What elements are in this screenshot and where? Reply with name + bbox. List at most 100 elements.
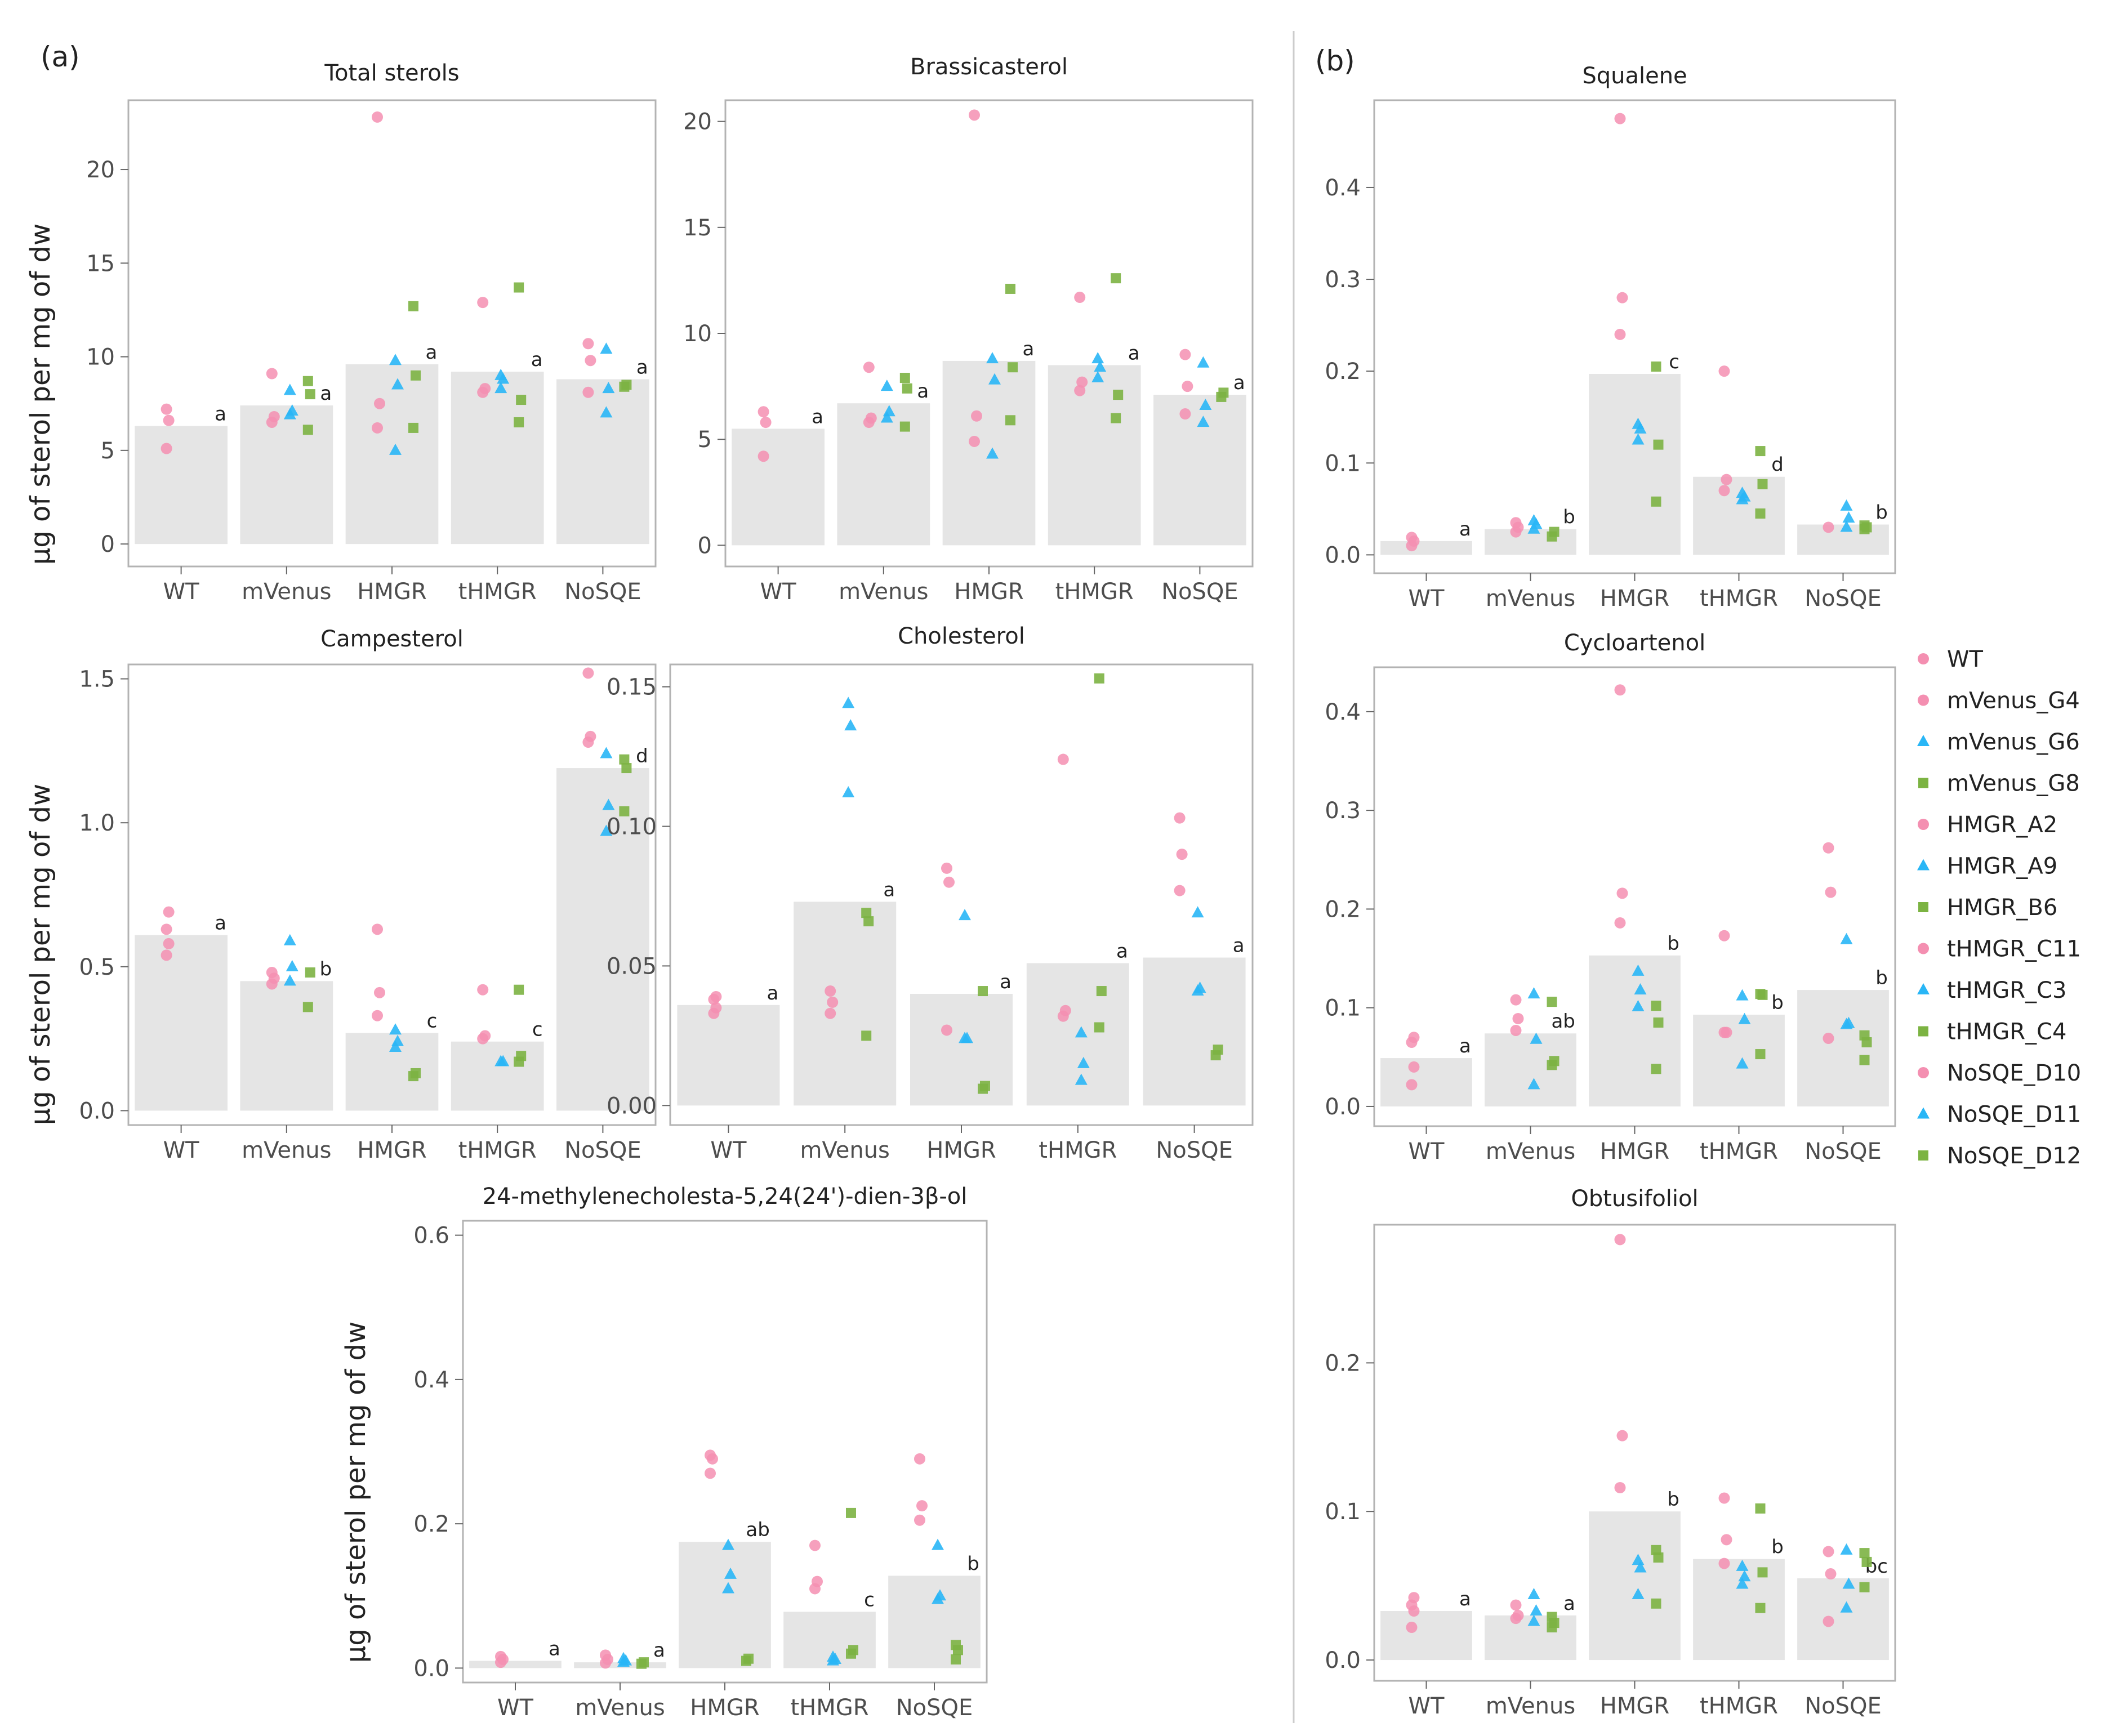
point-circle [863, 362, 875, 373]
point-square [1547, 1612, 1557, 1622]
point-square [899, 421, 910, 432]
point-square [514, 282, 524, 293]
x-tick-label: WT [163, 1137, 200, 1163]
point-triangle [1632, 1554, 1645, 1565]
y-tick-label: 5 [101, 438, 115, 464]
point-circle [161, 923, 172, 935]
significance-letter: a [767, 982, 779, 1005]
point-square [980, 1081, 990, 1091]
significance-letter: c [532, 1019, 543, 1041]
point-triangle [1527, 987, 1540, 999]
x-tick-label: mVenus [1486, 586, 1575, 612]
bar-mvenus [240, 405, 333, 545]
point-triangle [1632, 964, 1645, 976]
point-circle [585, 355, 596, 367]
bar-mvenus [240, 981, 333, 1111]
point-square [899, 373, 910, 383]
point-circle [865, 412, 877, 424]
y-tick-label: 1.0 [79, 810, 115, 836]
x-tick-label: NoSQE [564, 579, 641, 605]
point-square [516, 395, 527, 405]
point-square [1547, 997, 1557, 1007]
chart-title: Cycloartenol [1564, 630, 1705, 656]
y-tick-label: 0.15 [607, 675, 657, 700]
point-circle [1616, 1430, 1628, 1442]
legend-label: mVenus_G4 [1947, 688, 2080, 714]
significance-letter: a [1116, 940, 1128, 962]
y-tick-label: 0.4 [1325, 175, 1361, 201]
chart-total: Total sterols 0 5 10 15 20 WT a mVenus a HMGR a tHMG… [86, 60, 657, 605]
point-triangle [389, 1023, 402, 1035]
point-triangle [1197, 356, 1210, 368]
chart-title: Obtusifoliol [1571, 1186, 1698, 1212]
y-axis-title-row1: µg of sterol per mg of dw [25, 224, 56, 565]
significance-letter: c [1669, 351, 1679, 373]
y-axis-title-row2: µg of sterol per mg of dw [25, 784, 56, 1126]
point-triangle [988, 373, 1001, 385]
bar-thmgr [1048, 365, 1141, 546]
legend-marker-circle [1918, 943, 1929, 954]
significance-letter: a [215, 403, 226, 426]
legend-item: HMGR_B6 [1918, 895, 2057, 921]
point-square [1861, 1556, 1872, 1567]
point-circle [969, 109, 980, 121]
point-triangle [1634, 1561, 1647, 1573]
point-circle [582, 338, 594, 350]
point-triangle [986, 352, 999, 364]
x-tick-label: tHMGR [458, 1137, 537, 1163]
point-triangle [1840, 1543, 1853, 1555]
legend-label: tHMGR_C4 [1947, 1019, 2066, 1045]
point-circle [1616, 887, 1628, 899]
legend-item: tHMGR_C4 [1918, 1019, 2066, 1045]
point-circle [1174, 812, 1186, 824]
bar-wt [732, 429, 825, 546]
point-square [1113, 390, 1124, 400]
point-circle [372, 111, 383, 123]
point-circle [1510, 1024, 1522, 1036]
legend: WT mVenus_G4 mVenus_G6 mVenus_G8 HMGR_A2 HMGR… [1917, 646, 2081, 1169]
bar-wt [469, 1661, 562, 1668]
point-square [1549, 1056, 1560, 1066]
point-circle [372, 422, 383, 434]
point-triangle [1091, 371, 1104, 383]
point-square [621, 380, 632, 390]
y-tick-label: 10 [683, 321, 712, 347]
x-tick-label: NoSQE [896, 1695, 973, 1721]
x-tick-label: NoSQE [1156, 1137, 1233, 1163]
legend-item: tHMGR_C11 [1918, 936, 2081, 962]
point-triangle [1527, 1587, 1540, 1599]
point-triangle [880, 411, 893, 423]
legend-label: HMGR_A9 [1947, 854, 2057, 880]
point-triangle [600, 342, 613, 354]
point-triangle [1736, 1057, 1749, 1069]
x-tick-label: WT [760, 579, 797, 605]
point-square [1005, 415, 1015, 426]
point-circle [1823, 1615, 1834, 1627]
point-circle [1616, 292, 1628, 304]
point-square [619, 806, 630, 816]
point-circle [1174, 885, 1186, 896]
legend-marker-square [1918, 1150, 1928, 1161]
point-circle [1408, 1592, 1420, 1604]
point-triangle [883, 405, 895, 417]
x-tick-label: mVenus [242, 1137, 331, 1163]
significance-letter: a [883, 878, 895, 901]
point-triangle [1632, 1587, 1645, 1599]
point-triangle [1738, 1570, 1751, 1582]
point-circle [1512, 1012, 1524, 1024]
point-triangle [842, 697, 855, 708]
significance-letter: c [864, 1588, 875, 1611]
point-triangle [961, 1032, 973, 1043]
point-circle [582, 386, 594, 398]
chart-title: Total sterols [324, 60, 459, 86]
significance-letter: a [1563, 1592, 1575, 1615]
bar-hmgr [1589, 374, 1681, 555]
point-triangle [1840, 1601, 1853, 1613]
point-circle [710, 990, 722, 1002]
bar-hmgr [942, 360, 1036, 546]
x-tick-label: WT [1409, 1139, 1445, 1164]
x-tick-label: HMGR [357, 579, 426, 605]
significance-letter: a [320, 382, 332, 405]
point-circle [479, 1030, 491, 1042]
